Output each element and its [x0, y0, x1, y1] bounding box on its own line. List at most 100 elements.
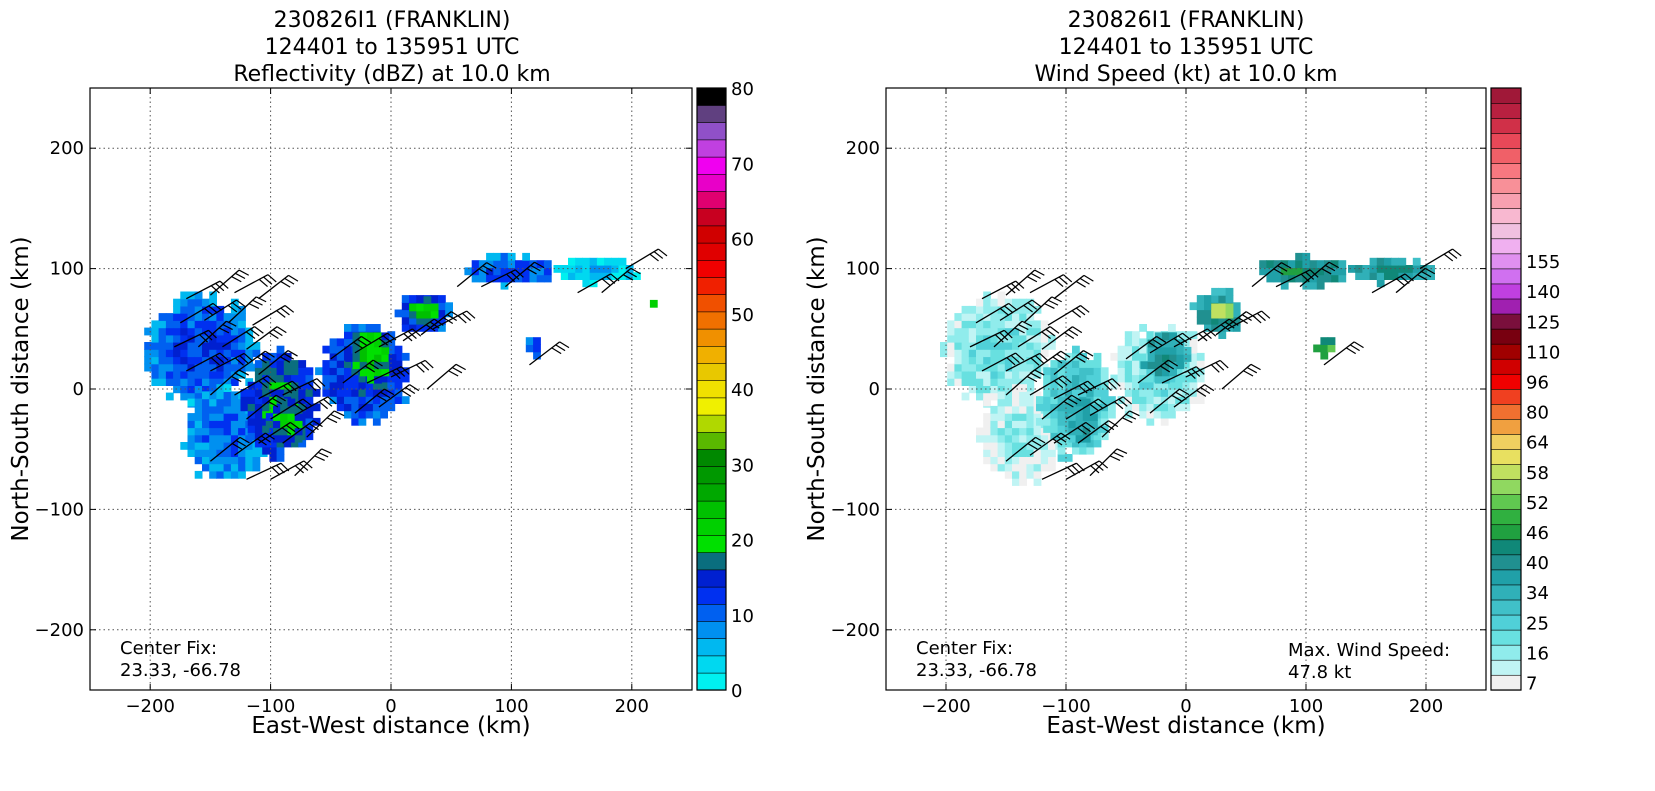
- echo-cell: [536, 260, 545, 268]
- echo-cell: [1048, 342, 1056, 350]
- echo-cell: [245, 349, 254, 358]
- echo-cell: [365, 389, 374, 397]
- echo-cell: [1043, 389, 1051, 397]
- wind-barb: [204, 299, 246, 321]
- echo-cell: [173, 320, 181, 329]
- echo-cell: [611, 257, 620, 266]
- wind-barb: [258, 274, 299, 300]
- wind-title-line-1: 230826I1 (FRANKLIN): [1068, 8, 1305, 33]
- colorbar-swatch: [696, 380, 727, 399]
- echo-cell: [1168, 410, 1176, 419]
- colorbar-swatch: [1490, 569, 1522, 586]
- echo-cell: [1072, 367, 1080, 376]
- echo-cell: [522, 252, 530, 261]
- echo-cell: [144, 349, 152, 358]
- echo-cell: [1019, 320, 1027, 329]
- echo-cell: [380, 410, 388, 419]
- echo-cell: [151, 342, 160, 350]
- x-tick-label: −100: [1041, 696, 1090, 717]
- echo-cell: [1316, 281, 1325, 290]
- echo-cell: [533, 351, 541, 360]
- echo-cell: [1012, 342, 1020, 350]
- echo-cell: [1033, 413, 1042, 421]
- echo-cell: [216, 442, 225, 450]
- echo-cell: [1309, 260, 1318, 268]
- echo-cell: [245, 342, 254, 350]
- echo-cell: [1117, 345, 1126, 354]
- wind-barb: [1005, 269, 1045, 296]
- echo-cell: [230, 427, 239, 436]
- echo-cell: [202, 385, 210, 394]
- reflectivity-colorbar: 0 10 20 30 40 50 60 70 80: [696, 79, 754, 702]
- echo-cell: [990, 456, 999, 465]
- echo-cell: [1327, 344, 1336, 353]
- echo-cell: [976, 334, 984, 343]
- echo-cell: [1082, 434, 1091, 443]
- echo-cell: [1324, 274, 1332, 283]
- echo-cell: [1050, 374, 1059, 383]
- echo-cell: [976, 370, 984, 379]
- echo-cell: [1012, 463, 1020, 472]
- echo-cell: [230, 413, 239, 421]
- echo-cell: [359, 368, 368, 377]
- y-tick-label: 0: [869, 379, 880, 400]
- echo-cell: [976, 327, 984, 336]
- echo-cell: [216, 334, 225, 343]
- echo-cell: [954, 363, 963, 372]
- wind-barb: [456, 262, 497, 288]
- echo-cell: [515, 274, 523, 283]
- echo-cell: [294, 405, 303, 414]
- echo-cell: [209, 291, 217, 300]
- echo-cell: [365, 396, 374, 404]
- echo-cell: [1090, 405, 1098, 414]
- y-tick-label: −100: [831, 499, 880, 520]
- echo-cell: [294, 420, 303, 429]
- echo-cell: [387, 403, 396, 412]
- echo-cell: [500, 252, 509, 261]
- echo-cell: [287, 427, 296, 436]
- echo-cell: [1043, 403, 1051, 412]
- echo-cell: [416, 316, 425, 325]
- echo-cell: [997, 442, 1006, 450]
- echo-cell: [365, 381, 374, 390]
- colorbar-swatch: [1490, 448, 1522, 465]
- echo-cell: [351, 410, 360, 419]
- colorbar-swatch: [1490, 524, 1522, 541]
- echo-cell: [1019, 391, 1027, 400]
- x-tick-label: 200: [615, 696, 649, 717]
- echo-cell: [961, 334, 970, 343]
- echo-cell: [1012, 356, 1020, 365]
- colorbar-swatch: [696, 208, 727, 227]
- echo-cell: [507, 252, 516, 261]
- echo-cell: [1043, 367, 1051, 376]
- echo-cell: [1108, 410, 1116, 419]
- echo-cell: [1139, 345, 1147, 354]
- echo-cell: [344, 389, 352, 397]
- echo-cell: [954, 356, 963, 365]
- echo-cell: [522, 274, 530, 283]
- echo-cell: [1019, 342, 1027, 350]
- echo-cell: [1295, 252, 1303, 261]
- echo-cell: [336, 403, 345, 412]
- echo-cell: [216, 413, 225, 421]
- echo-cell: [230, 398, 239, 407]
- echo-cell: [1100, 410, 1109, 419]
- wind-barb: [1089, 448, 1128, 477]
- echo-cell: [522, 260, 530, 268]
- colorbar-swatch: [1490, 388, 1522, 405]
- echo-cell: [344, 410, 352, 419]
- echo-cell: [374, 361, 382, 370]
- echo-cell: [1026, 470, 1035, 479]
- echo-cell: [194, 327, 203, 336]
- echo-cell: [997, 349, 1006, 358]
- echo-cell: [983, 342, 991, 350]
- echo-cell: [401, 309, 410, 318]
- echo-cell: [1412, 265, 1421, 273]
- echo-cell: [180, 342, 189, 350]
- echo-cell: [351, 324, 360, 332]
- echo-cell: [291, 381, 299, 390]
- echo-cell: [1225, 295, 1234, 303]
- echo-cell: [381, 346, 390, 355]
- echo-cell: [1218, 287, 1227, 296]
